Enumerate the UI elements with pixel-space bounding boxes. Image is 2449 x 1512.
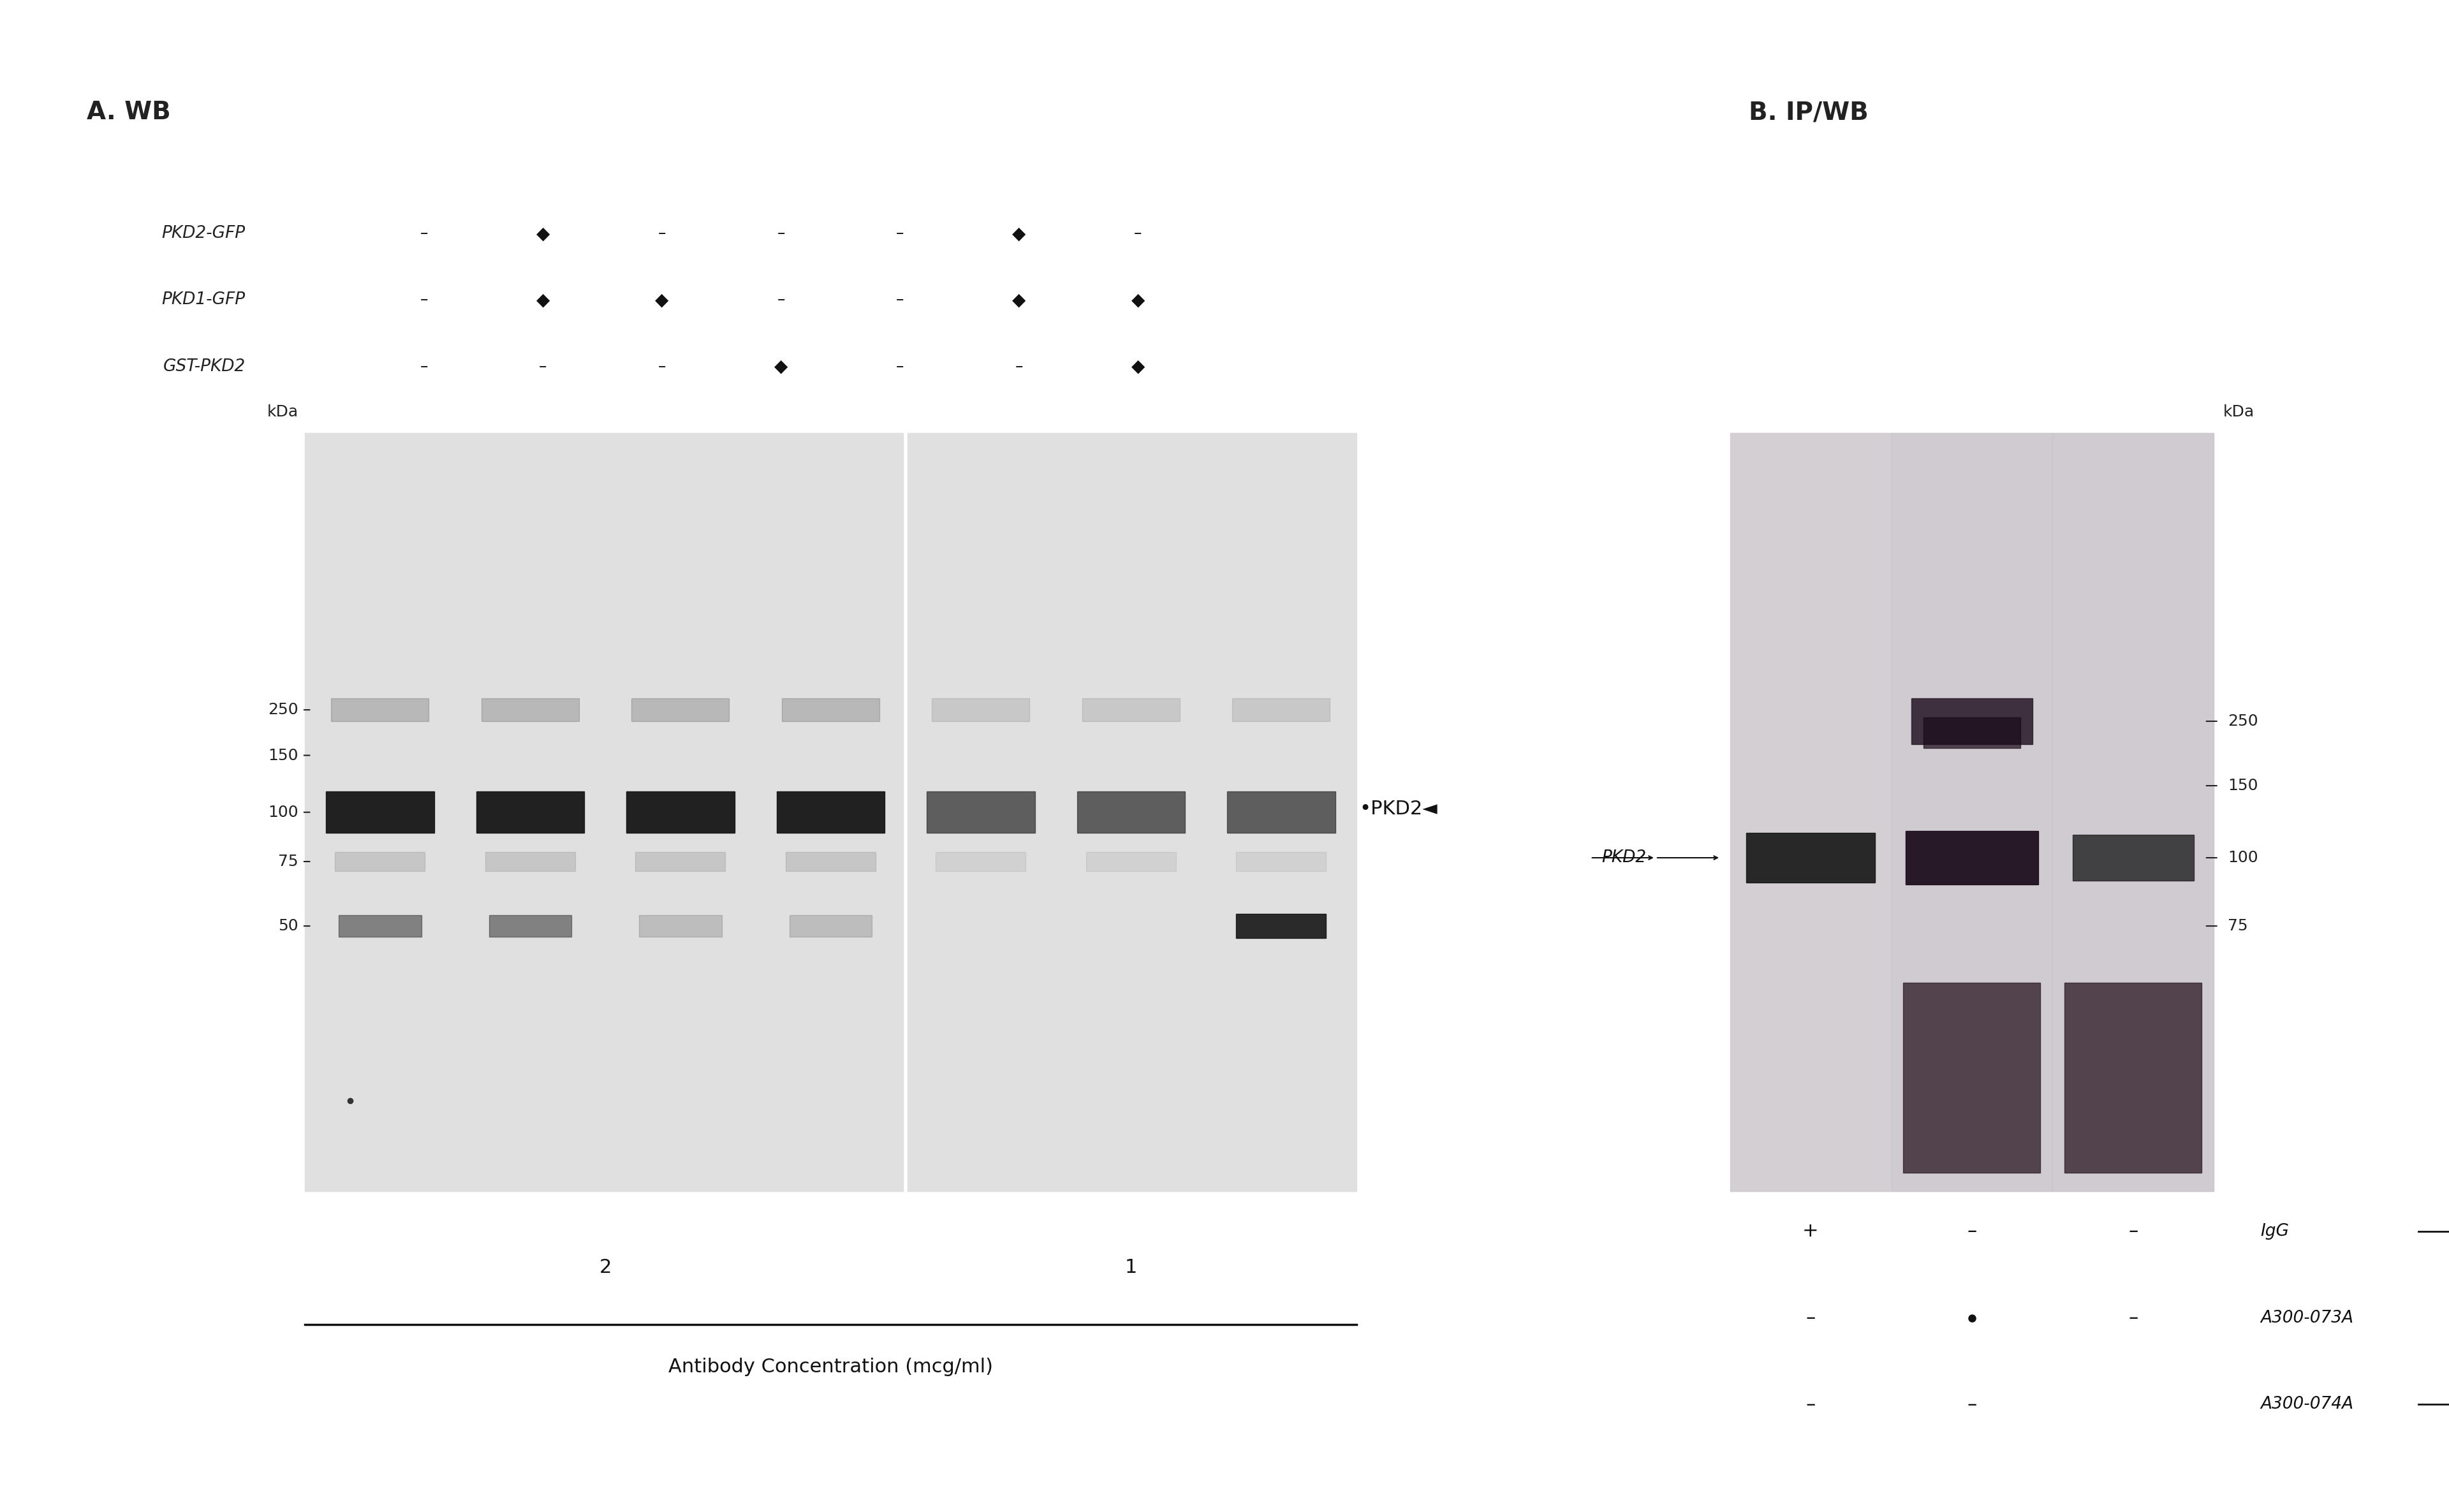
Bar — [639, 915, 722, 936]
Text: PKD2-GFP: PKD2-GFP — [162, 225, 245, 242]
Bar — [1085, 853, 1176, 871]
Bar — [1729, 432, 1891, 1191]
Text: –: – — [659, 225, 666, 240]
Text: PKD1-GFP: PKD1-GFP — [162, 292, 245, 308]
Bar — [776, 791, 884, 833]
Bar — [2072, 835, 2194, 880]
Text: –: – — [659, 358, 666, 373]
Bar — [1903, 983, 2040, 1172]
Text: A300-074A: A300-074A — [2260, 1396, 2353, 1412]
Text: –: – — [896, 225, 904, 240]
Bar — [933, 699, 1029, 721]
Text: kDa: kDa — [2224, 404, 2256, 420]
Text: –: – — [896, 292, 904, 307]
Text: 2: 2 — [600, 1258, 612, 1276]
Bar — [786, 853, 877, 871]
Bar — [331, 699, 429, 721]
Text: B. IP/WB: B. IP/WB — [1749, 100, 1869, 124]
Bar — [926, 791, 1036, 833]
Text: ◆: ◆ — [656, 290, 669, 308]
Bar — [306, 432, 1357, 1191]
Bar — [1910, 699, 2033, 744]
Text: kDa: kDa — [267, 404, 299, 420]
Text: –: – — [2128, 1308, 2138, 1328]
Bar — [634, 853, 725, 871]
Text: +: + — [1802, 1222, 1820, 1241]
Text: 250: 250 — [2229, 714, 2258, 729]
Text: –: – — [419, 358, 429, 373]
Text: 100: 100 — [267, 804, 299, 820]
Text: 75: 75 — [2229, 918, 2248, 934]
Text: PKD2: PKD2 — [1602, 850, 1646, 866]
Text: 1: 1 — [1124, 1258, 1136, 1276]
Bar — [1078, 791, 1185, 833]
Bar — [336, 853, 426, 871]
Bar — [326, 791, 433, 833]
Bar — [1232, 699, 1330, 721]
Text: –: – — [1967, 1396, 1976, 1414]
Text: ◆: ◆ — [1011, 290, 1026, 308]
Text: ◆: ◆ — [536, 290, 549, 308]
Text: –: – — [1967, 1222, 1976, 1241]
Text: ◆: ◆ — [536, 224, 549, 242]
Bar — [1082, 699, 1180, 721]
Text: –: – — [419, 292, 429, 307]
Bar — [1905, 832, 2038, 885]
Text: 100: 100 — [2229, 850, 2258, 865]
Bar — [1746, 833, 1876, 883]
Text: 150: 150 — [267, 748, 299, 764]
Text: •PKD2◄: •PKD2◄ — [1359, 800, 1438, 818]
Bar — [936, 853, 1026, 871]
Text: 150: 150 — [2229, 779, 2258, 794]
Text: Antibody Concentration (mcg/ml): Antibody Concentration (mcg/ml) — [669, 1358, 992, 1376]
Text: A. WB: A. WB — [86, 100, 171, 124]
Bar — [482, 699, 578, 721]
Text: –: – — [539, 358, 546, 373]
Text: 250: 250 — [267, 702, 299, 718]
Bar — [338, 915, 421, 936]
Text: ◆: ◆ — [1131, 290, 1144, 308]
Text: ◆: ◆ — [774, 357, 789, 375]
Text: –: – — [1805, 1396, 1815, 1414]
Bar — [781, 699, 879, 721]
Text: –: – — [2128, 1222, 2138, 1241]
Bar — [490, 915, 571, 936]
Text: A300-073A: A300-073A — [2260, 1309, 2353, 1326]
Text: ◆: ◆ — [1131, 357, 1144, 375]
Text: –: – — [419, 225, 429, 240]
Bar — [1729, 432, 2214, 1191]
Bar — [1891, 432, 2052, 1191]
Text: GST-PKD2: GST-PKD2 — [164, 358, 245, 375]
Text: –: – — [896, 358, 904, 373]
Bar — [632, 699, 730, 721]
Text: 50: 50 — [279, 918, 299, 934]
Bar — [475, 791, 585, 833]
Text: –: – — [1134, 225, 1141, 240]
Text: –: – — [1805, 1308, 1815, 1328]
Text: IgG: IgG — [2260, 1223, 2290, 1240]
Text: –: – — [776, 292, 786, 307]
Bar — [1237, 913, 1327, 937]
Bar — [2052, 432, 2214, 1191]
Bar — [789, 915, 872, 936]
Bar — [485, 853, 576, 871]
Text: ◆: ◆ — [1011, 224, 1026, 242]
Text: –: – — [1014, 358, 1024, 373]
Bar — [1227, 791, 1335, 833]
Bar — [2065, 983, 2202, 1172]
Bar — [1237, 853, 1327, 871]
Text: –: – — [776, 225, 786, 240]
Text: 75: 75 — [279, 854, 299, 869]
Bar — [627, 791, 735, 833]
Bar — [1922, 718, 2020, 748]
